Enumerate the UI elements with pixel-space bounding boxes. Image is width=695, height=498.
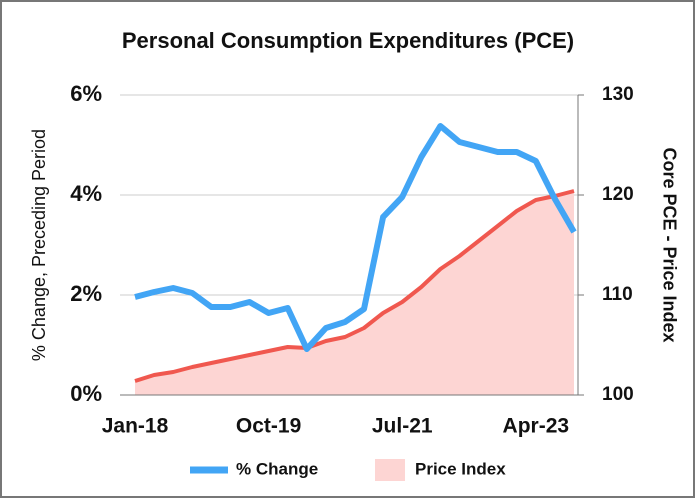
x-tick-label: Apr-23 [503, 415, 570, 438]
legend-label: Price Index [415, 459, 506, 478]
y2-tick-label: 130 [602, 84, 634, 105]
y-tick-label: 4% [70, 181, 102, 206]
y2-tick-label: 100 [602, 384, 634, 405]
y2-tick-label: 120 [602, 184, 634, 205]
legend-swatch [375, 459, 405, 481]
y-axis-label: % Change, Preceding Period [29, 129, 49, 361]
legend-label: % Change [236, 459, 318, 478]
x-tick-label: Oct-19 [236, 415, 301, 438]
chart-title: Personal Consumption Expenditures (PCE) [122, 28, 574, 53]
line [134, 123, 577, 352]
y-tick-label: 0% [70, 381, 102, 406]
y-tick-label: 6% [70, 81, 102, 106]
y-tick-label: 2% [70, 281, 102, 306]
x-tick-label: Jan-18 [102, 415, 169, 438]
y2-axis-label: Core PCE - Price Index [659, 147, 679, 342]
y2-tick-label: 110 [602, 284, 633, 305]
line [134, 189, 575, 383]
x-tick-label: Jul-21 [372, 415, 433, 438]
area [135, 191, 574, 395]
